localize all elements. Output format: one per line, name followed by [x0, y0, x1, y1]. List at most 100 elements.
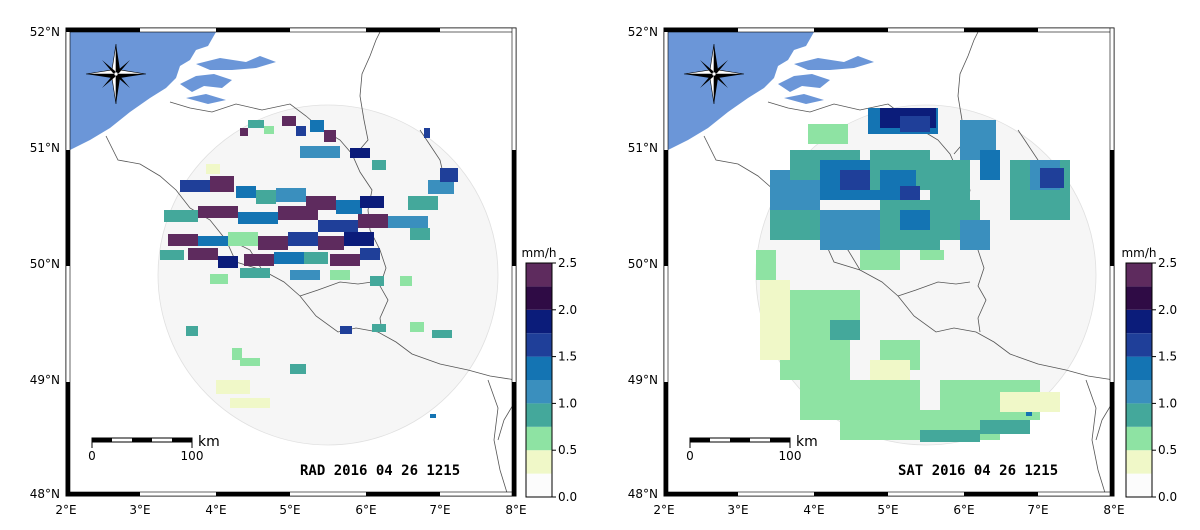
rad-rain-cell	[360, 196, 384, 208]
right-colorbar-tick-label: 0.5	[1158, 443, 1177, 457]
left-x-tick-label: 5°E	[279, 503, 300, 517]
right-colorbar-swatch	[1126, 380, 1152, 404]
rad-rain-cell	[440, 168, 458, 182]
rad-rain-cell	[232, 348, 242, 360]
right-colorbar-tick-label: 1.5	[1158, 350, 1177, 364]
rad-rain-cell	[330, 254, 360, 266]
left-estuary	[180, 56, 276, 104]
rad-rain-cell	[324, 130, 336, 142]
rad-rain-cell	[290, 270, 320, 280]
left-colorbar-tick-label: 1.5	[558, 350, 577, 364]
left-colorbar-swatch	[526, 333, 552, 357]
right-colorbar-swatch	[1126, 263, 1152, 287]
left-axis-labels: 2°E 3°E 4°E 5°E 6°E 7°E 8°E 52°N 51°N 50°N 49°N 48°…	[30, 25, 527, 517]
left-colorbar-tick-label: 0.5	[558, 443, 577, 457]
rad-rain-cell	[238, 212, 278, 224]
rad-rain-cell	[300, 146, 340, 158]
right-y-tick-label: 51°N	[628, 141, 658, 155]
right-x-tick-label: 7°E	[1027, 503, 1048, 517]
rad-rain-cell	[318, 220, 358, 232]
right-scale-end-label: 100	[779, 449, 802, 463]
right-colorbar-unit-label: mm/h	[1121, 246, 1156, 260]
left-frame-ticks	[65, 27, 517, 497]
rad-rain-cell	[340, 326, 352, 334]
right-colorbar-swatch	[1126, 333, 1152, 357]
left-colorbar-swatch	[526, 380, 552, 404]
left-scale-end-label: 100	[181, 449, 204, 463]
right-colorbar-swatch	[1126, 356, 1152, 380]
rad-rain-cell	[186, 326, 198, 336]
rad-rain-cell	[258, 236, 288, 250]
sat-rain-cell	[840, 170, 876, 190]
sat-rain-cell	[860, 250, 900, 270]
rad-rain-cell	[410, 322, 424, 332]
rad-rain-cell	[372, 160, 386, 170]
rad-rain-cell	[188, 248, 218, 260]
left-x-tick-label: 3°E	[129, 503, 150, 517]
rad-rain-cell	[330, 270, 350, 280]
right-colorbar-tick-label: 0.0	[1158, 490, 1177, 504]
left-colorbar-swatch	[526, 473, 552, 497]
sat-rain-cell	[820, 210, 880, 250]
sat-rain-cell	[760, 280, 790, 360]
right-y-tick-label: 52°N	[628, 25, 658, 39]
sat-rain-cell	[808, 124, 848, 144]
left-colorbar-frame	[525, 262, 553, 498]
rad-rain-cell	[278, 206, 318, 220]
sat-rain-cell	[920, 430, 980, 442]
left-scale-unit-label: km	[198, 434, 220, 450]
rad-rain-cell	[164, 210, 198, 222]
left-y-tick-label: 50°N	[30, 257, 60, 271]
rad-rain-cell	[274, 252, 304, 264]
right-sea	[664, 32, 814, 152]
rad-rain-cell	[210, 274, 228, 284]
rad-rain-cell	[424, 128, 430, 138]
left-y-tick-label: 49°N	[30, 373, 60, 387]
sat-rain-cell	[870, 360, 910, 380]
left-colorbar-swatch	[526, 403, 552, 427]
left-colorbar-swatch	[526, 286, 552, 310]
sat-rain-cell	[920, 250, 944, 260]
rad-rain-cell	[256, 190, 276, 204]
right-precipitation-field	[756, 108, 1070, 442]
sat-rain-cell	[980, 150, 1000, 180]
left-y-tick-label: 48°N	[30, 487, 60, 501]
rad-rain-cell	[428, 180, 454, 194]
rad-rain-cell	[240, 128, 248, 136]
right-scale-start-label: 0	[686, 449, 694, 463]
right-colorbar-swatch	[1126, 473, 1152, 497]
sat-rain-cell	[900, 210, 930, 230]
left-map-panel: 0 100 km RAD 2016 04 26 1215	[65, 27, 517, 497]
left-scale-start-label: 0	[88, 449, 96, 463]
right-colorbar-tick-label: 2.5	[1158, 256, 1177, 270]
rad-rain-cell	[180, 180, 210, 192]
left-x-tick-label: 4°E	[205, 503, 226, 517]
rad-rain-cell	[264, 126, 274, 134]
rad-rain-cell	[344, 232, 374, 246]
left-colorbar-tick-label: 1.0	[558, 396, 577, 410]
left-colorbar-swatch	[526, 450, 552, 474]
rad-rain-cell	[400, 276, 412, 286]
rad-rain-cell	[290, 364, 306, 374]
left-x-tick-label: 6°E	[355, 503, 376, 517]
rad-rain-cell	[248, 120, 264, 128]
rad-rain-cell	[350, 148, 370, 158]
rad-rain-cell	[304, 252, 328, 264]
rad-rain-cell	[282, 116, 296, 126]
rad-rain-cell	[216, 380, 250, 394]
right-frame-ticks	[663, 27, 1115, 497]
rad-rain-cell	[318, 236, 344, 250]
right-colorbar-tick-label: 2.0	[1158, 303, 1177, 317]
right-product-stamp: SAT 2016 04 26 1215	[898, 463, 1058, 479]
left-precipitation-field	[160, 116, 458, 418]
rad-rain-cell	[388, 216, 428, 228]
rad-rain-cell	[218, 256, 238, 268]
rad-rain-cell	[210, 176, 234, 192]
left-product-stamp: RAD 2016 04 26 1215	[300, 463, 460, 479]
rad-rain-cell	[432, 330, 452, 338]
right-map-panel: 0 100 km SAT 2016 04 26 1215	[663, 27, 1115, 497]
rad-rain-cell	[198, 236, 228, 246]
sat-rain-cell	[980, 420, 1030, 434]
right-compass-rose-icon	[683, 43, 745, 105]
left-colorbar-swatch	[526, 263, 552, 287]
